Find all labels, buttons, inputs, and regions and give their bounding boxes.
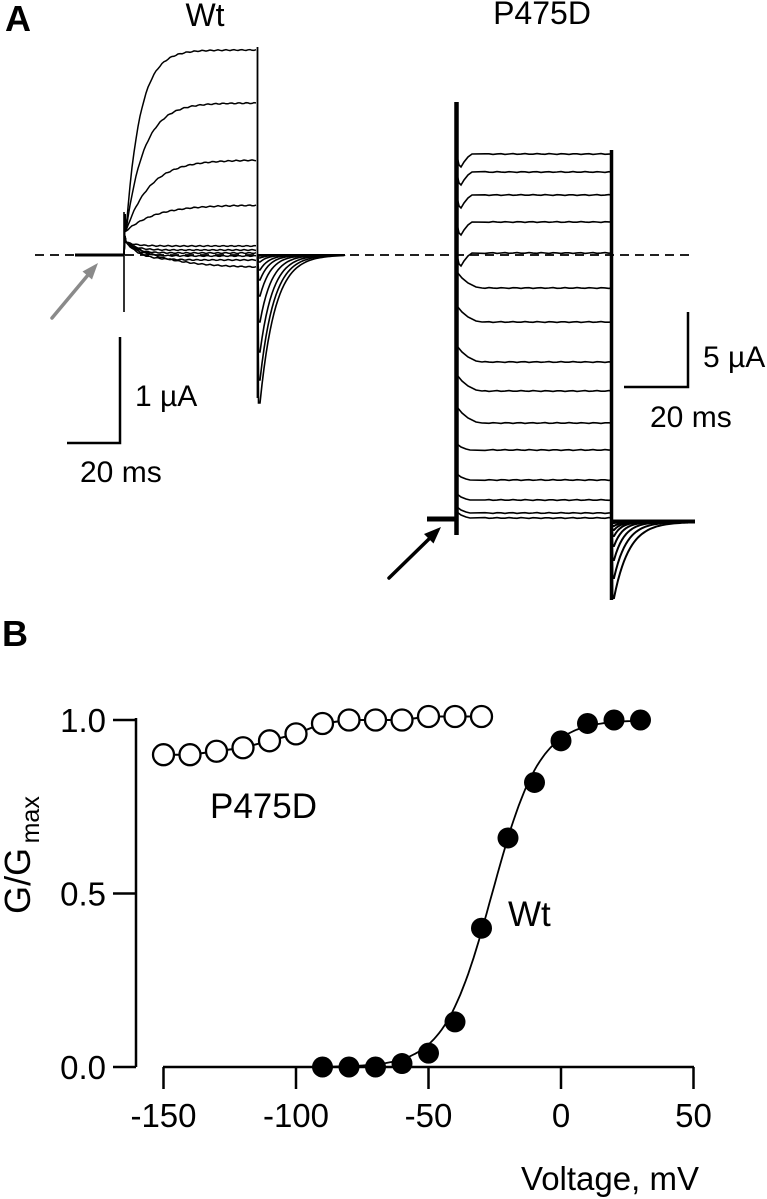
y-axis-ticks: 0.0 0.5 1.0	[60, 702, 136, 1086]
wt-trace	[123, 235, 257, 256]
p475d-data-point	[178, 743, 202, 767]
p475d-trace	[456, 193, 612, 210]
y-axis-title: G/G max	[0, 796, 45, 914]
x-tick-label: -50	[405, 1097, 453, 1134]
p475d-data-point	[390, 708, 414, 732]
p475d-trace	[456, 152, 612, 169]
y-tick-label: 1.0	[60, 702, 106, 739]
p475d-trace	[456, 506, 612, 515]
p475d-data-point	[469, 704, 494, 729]
p475d-trace	[456, 251, 612, 268]
y-axis-title-subscript: max	[17, 796, 45, 844]
wt-tail	[256, 254, 346, 404]
panel-a-label: A	[5, 0, 31, 39]
p475d-trace	[456, 305, 612, 324]
p475d-time-scale-label: 20 ms	[650, 401, 732, 434]
p475d-trace	[456, 511, 612, 520]
p475d-trace-family	[456, 152, 612, 520]
p475d-data-point	[257, 729, 282, 753]
wt-scalebar: 1 µA 20 ms	[67, 337, 197, 489]
wt-data-point	[630, 709, 651, 731]
wt-data-point	[418, 1042, 439, 1064]
p475d-trace	[456, 170, 612, 187]
wt-series-label: Wt	[508, 895, 551, 934]
x-tick-label: -100	[263, 1097, 329, 1134]
gv-series	[151, 704, 651, 1078]
wt-data-point	[471, 917, 492, 939]
p475d-data-point	[416, 704, 441, 729]
wt-tail	[256, 254, 346, 381]
p475d-scalebar-lines	[624, 312, 690, 389]
wt-time-scale-label: 20 ms	[80, 456, 162, 489]
gray-arrow-head	[82, 263, 98, 280]
p475d-tail	[610, 521, 688, 561]
x-tick-label: 0	[552, 1097, 570, 1134]
wt-trace	[123, 235, 257, 269]
p475d-trace	[456, 220, 612, 237]
x-axis-title: Voltage, mV	[521, 1160, 699, 1197]
wt-data-point	[338, 1056, 360, 1078]
y-tick-label: 0.5	[60, 876, 106, 913]
p475d-data-point	[310, 711, 335, 736]
wt-trace	[123, 235, 257, 262]
y-tick-label: 0.0	[60, 1049, 106, 1086]
p475d-data-point	[231, 736, 255, 760]
panel-a: A Wt P475D 1 µA 20 ms	[5, 0, 765, 600]
p475d-trace	[456, 473, 612, 482]
wt-trace-family	[123, 48, 257, 269]
wt-data-point	[444, 1011, 466, 1033]
x-tick-label: -150	[130, 1097, 196, 1134]
p475d-trace	[456, 493, 612, 502]
p475d-trace	[456, 374, 612, 393]
p475d-tail	[610, 521, 688, 599]
p475d-trace	[456, 271, 612, 290]
wt-trace	[123, 159, 257, 256]
black-arrow-shaft	[387, 536, 432, 580]
p475d-trace	[456, 406, 612, 425]
p475d-tail-currents	[610, 521, 688, 599]
wt-data-point	[391, 1053, 413, 1075]
p475d-current-scale-label: 5 µA	[703, 341, 765, 374]
p475d-tail	[610, 521, 688, 524]
gray-arrow	[50, 263, 98, 320]
x-axis-ticks: -150 -100 -50 0 50	[130, 1067, 712, 1134]
wt-data-point	[497, 827, 519, 849]
p475d-trace	[456, 443, 612, 452]
p475d-title: P475D	[493, 0, 591, 31]
p475d-data-point	[151, 743, 176, 767]
wt-title: Wt	[185, 0, 224, 33]
wt-scalebar-lines	[67, 337, 122, 445]
wt-data-point	[577, 712, 598, 734]
wt-current-scale-label: 1 µA	[135, 380, 197, 413]
panel-b-label: B	[2, 613, 28, 654]
p475d-data-point	[363, 708, 388, 732]
p475d-data-point	[204, 739, 229, 763]
p475d-trace	[456, 345, 612, 364]
wt-data-point	[550, 730, 572, 752]
wt-data-point	[603, 709, 625, 731]
wt-tail-currents	[256, 254, 346, 404]
wt-data-point	[312, 1056, 333, 1078]
p475d-series-label: P475D	[210, 787, 317, 826]
wt-data-point	[365, 1056, 386, 1078]
black-arrow-head	[424, 527, 441, 544]
panel-b: B -150 -100 -50 0 50 0.0 0.5 1.0 G/G max Volta…	[0, 613, 712, 1197]
p475d-scalebar: 5 µA 20 ms	[624, 312, 765, 434]
wt-trace	[123, 48, 257, 256]
wt-fit-curve	[317, 719, 644, 1068]
wt-trace	[123, 101, 257, 256]
y-axis-title-main: G/G	[0, 848, 38, 914]
p475d-data-point	[337, 708, 361, 732]
p475d-data-point	[284, 722, 308, 746]
wt-trace	[123, 235, 257, 256]
black-arrow	[387, 527, 441, 580]
gray-arrow-shaft	[50, 273, 90, 320]
wt-trace	[123, 204, 257, 256]
x-tick-label: 50	[675, 1097, 712, 1134]
p475d-data-point	[443, 704, 467, 729]
wt-data-point	[524, 771, 545, 793]
